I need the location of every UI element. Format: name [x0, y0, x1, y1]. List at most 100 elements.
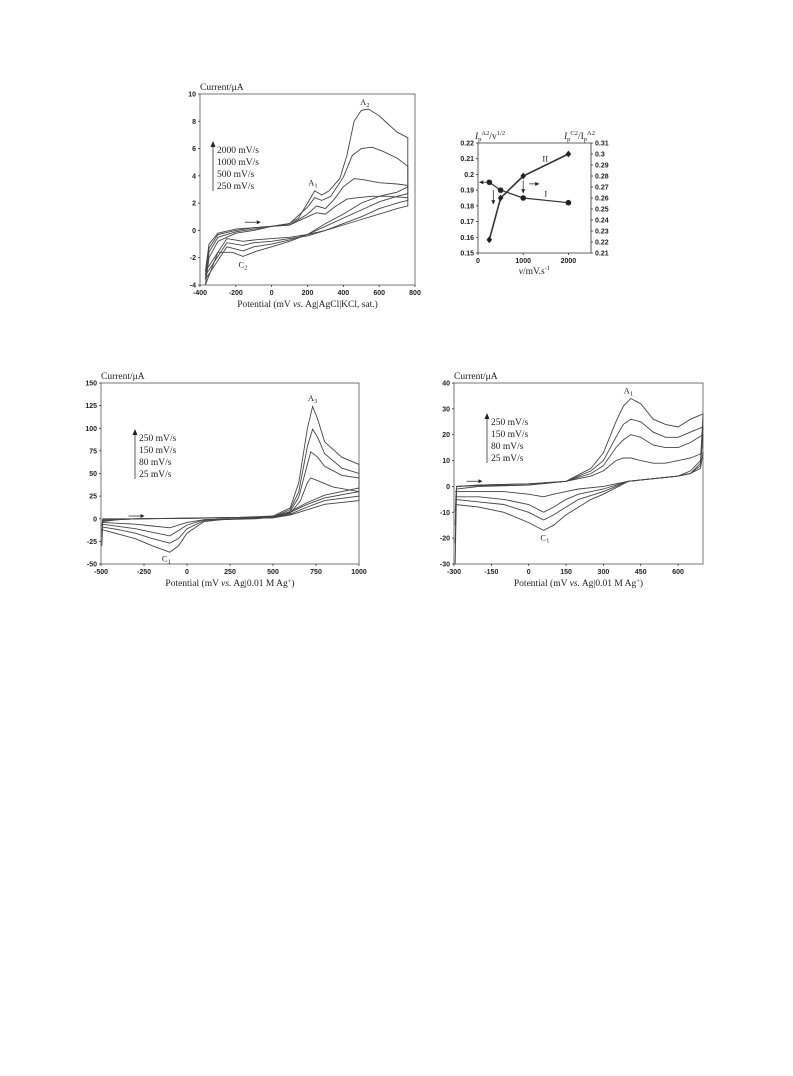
right-axis-title-part: p [584, 136, 587, 143]
right-axis-title-part: /I [578, 132, 584, 142]
scan-rate-label: 250 mV/s [491, 418, 529, 428]
x-tick-label: 1000 [351, 569, 367, 576]
cv-curve-3 [204, 178, 409, 276]
y-tick-label: 25 [89, 494, 97, 501]
cv-curve-3 [454, 433, 704, 526]
x-tick-label: -500 [94, 569, 108, 576]
left-axis-title-part: /v [489, 132, 497, 142]
y-tick-label: 0 [192, 228, 196, 235]
x-tick-label: 300 [598, 569, 610, 576]
ratio-chart: 0.15 0.16 0.17 0.18 0.19 0.2 0.21 0.22 0.21 0.22 0… [460, 130, 608, 277]
x-tick-label: 0 [185, 569, 189, 576]
arrow-to-left-axis-head [479, 180, 484, 185]
y-tick-label: 100 [85, 426, 97, 433]
y-tick-label: 125 [85, 403, 97, 410]
x-tick-label: 250 [224, 569, 236, 576]
x-tick-label: 0 [476, 258, 480, 265]
right-axis-title-part: p [567, 136, 570, 143]
right-axis-title-part: I [563, 132, 568, 142]
peak-label-part: 1 [630, 390, 633, 397]
right-tick-label: 0.31 [595, 141, 609, 148]
x-axis-title: v/mV.s-1 [519, 265, 550, 277]
x-tick-label: 0 [270, 290, 274, 297]
series-marker-II [520, 172, 526, 180]
scan-rate-label: 25 mV/s [139, 470, 172, 480]
cv-chart-cv3: -30 -20 -10 0 10 20 30 40 -300 -150 0 150 300 450 600 C… [440, 372, 704, 589]
scan-rate-label: 150 mV/s [491, 430, 529, 440]
right-tick-label: 0.27 [595, 185, 609, 192]
y-tick-label: 75 [89, 448, 97, 455]
peak-label: A3 [308, 393, 317, 405]
x-axis-label-part: ) [640, 578, 643, 589]
x-axis-label: Potential (mV vs. Ag|0.01 M Ag+) [514, 578, 643, 589]
series-marker-II [565, 150, 572, 158]
peak-label: A2 [360, 97, 369, 109]
y-tick-label: 0 [446, 484, 450, 491]
x-axis-label: Potential (mV vs. Ag|0.01 M Ag+) [165, 578, 294, 589]
scan-rate-label: 150 mV/s [139, 446, 177, 456]
y-tick-label: 8 [192, 119, 196, 126]
x-axis-title-part: /mV.s [523, 267, 545, 277]
series-marker-I [520, 195, 526, 201]
x-tick-label: 600 [373, 290, 385, 297]
y-tick-label: 30 [442, 406, 450, 413]
y-tick-label: 10 [188, 92, 196, 99]
left-tick-label: 0.16 [460, 235, 474, 242]
y-tick-label: -4 [190, 283, 196, 290]
scan-rate-label: 250 mV/s [139, 434, 177, 444]
right-tick-label: 0.3 [595, 152, 605, 159]
peak-label-part: 1 [168, 558, 171, 565]
left-axis-title-part: A2 [481, 130, 489, 137]
right-axis-title-part: C2 [570, 130, 578, 137]
cv-chart-cv1: -4 -2 0 2 4 6 8 10 -400 -200 0 200 400 600 800 Current/… [188, 83, 421, 310]
series-marker-I [565, 199, 572, 206]
x-axis-label-part: + [636, 578, 640, 585]
x-axis-label-part: + [288, 578, 292, 585]
scan-rate-label: 25 mV/s [491, 454, 524, 464]
x-axis-label-part: vs. [293, 300, 303, 310]
peak-label-part: 1 [314, 182, 317, 189]
arrow-down-2-head [521, 189, 526, 194]
x-tick-label: -200 [229, 290, 243, 297]
peak-label: A1 [308, 177, 317, 189]
right-tick-label: 0.28 [595, 174, 609, 181]
peak-label-part: A [360, 97, 367, 107]
left-tick-label: 0.21 [460, 156, 474, 163]
right-axis-title: IpC2/IpA2 [563, 130, 595, 143]
left-axis-title: IpA2/v1/2 [474, 130, 505, 143]
x-tick-label: 2000 [561, 258, 577, 265]
left-axis-title-part: I [474, 132, 479, 142]
left-tick-label: 0.17 [460, 219, 474, 226]
x-tick-label: 800 [409, 290, 421, 297]
y-tick-label: 50 [89, 471, 97, 478]
arrow-to-right-axis-head [535, 181, 540, 186]
plot-frame [453, 382, 704, 565]
x-tick-label: 450 [635, 569, 647, 576]
x-tick-label: 750 [310, 569, 322, 576]
x-axis-label-part: vs. [221, 579, 231, 589]
x-axis-label: Potential (mV vs. Ag|AgCl|KCl, sat.) [237, 299, 378, 310]
peak-label-part: C [239, 259, 245, 269]
x-tick-label: -400 [193, 290, 207, 297]
y-tick-label: -2 [190, 255, 196, 262]
x-tick-label: -250 [137, 569, 151, 576]
right-tick-label: 0.26 [595, 196, 609, 203]
right-tick-label: 0.23 [595, 229, 609, 236]
scan-rate-label: 500 mV/s [217, 170, 255, 180]
left-tick-label: 0.19 [460, 188, 474, 195]
x-axis-label-part: Potential (mV [165, 578, 221, 589]
x-axis-label-part: Potential (mV [514, 578, 570, 589]
left-axis-title-part: 1/2 [497, 130, 505, 137]
y-tick-label: -20 [440, 536, 450, 543]
right-tick-label: 0.25 [595, 207, 609, 214]
y-tick-label: 4 [192, 173, 196, 180]
left-tick-label: 0.15 [460, 251, 474, 258]
x-tick-label: 500 [267, 569, 279, 576]
cv-curve-4 [204, 195, 409, 272]
right-tick-label: 0.29 [595, 163, 609, 170]
cv-curve-1 [454, 397, 704, 565]
cv-curve-1 [204, 108, 409, 286]
peak-label: C1 [162, 553, 171, 565]
peak-label-part: 3 [314, 398, 317, 405]
peak-label-part: A [308, 393, 315, 403]
